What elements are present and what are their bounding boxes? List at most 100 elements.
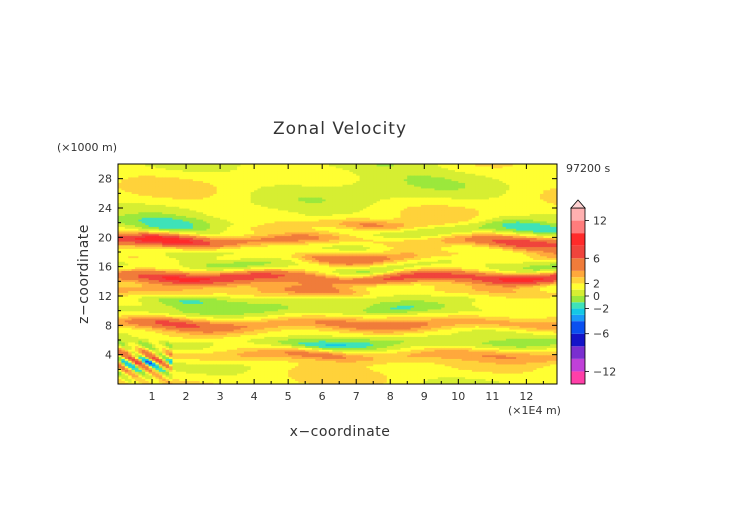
field-cell <box>155 330 160 334</box>
field-cell <box>148 352 153 356</box>
field-cell <box>158 308 163 312</box>
field-cell <box>162 343 167 347</box>
field-cell <box>131 200 136 204</box>
field-cell <box>138 319 143 323</box>
field-cell <box>121 356 126 359</box>
field-cell <box>121 285 126 288</box>
field-cell <box>121 180 126 183</box>
field-cell <box>141 213 146 216</box>
field-cell <box>128 235 133 238</box>
field-cell <box>141 290 146 293</box>
field-cell <box>155 363 160 367</box>
field-cell <box>148 340 153 343</box>
field-cell <box>124 305 129 308</box>
field-cell <box>138 373 143 376</box>
field-cell <box>124 209 129 213</box>
field-cell <box>148 374 153 378</box>
field-cell <box>152 231 157 235</box>
field-cell <box>124 217 129 220</box>
field-cell <box>155 303 160 306</box>
field-cell <box>162 220 167 224</box>
field-cell <box>155 321 160 325</box>
field-cell <box>141 325 146 328</box>
field-cell <box>131 288 136 292</box>
field-cell <box>124 314 129 317</box>
field-cell <box>162 294 167 297</box>
field-cell <box>155 343 160 347</box>
field-cell <box>124 363 129 367</box>
field-cell <box>131 358 136 361</box>
field-cell <box>145 307 150 310</box>
field-cell <box>145 275 150 279</box>
field-cell <box>148 165 153 169</box>
field-cell <box>155 226 160 229</box>
field-cell <box>152 296 157 299</box>
field-cell <box>152 169 157 172</box>
field-cell <box>145 239 150 242</box>
field-cell <box>155 257 160 260</box>
field-cell <box>124 169 129 172</box>
field-cell <box>128 175 133 178</box>
field-cell <box>118 354 123 358</box>
field-cell <box>148 189 153 193</box>
field-cell <box>118 378 123 381</box>
x-unit-label: (×1E4 m) <box>508 404 561 417</box>
field-cell <box>124 215 129 218</box>
field-cell <box>145 316 150 319</box>
field-cell <box>148 217 153 220</box>
field-cell <box>135 303 140 306</box>
field-cell <box>155 354 160 358</box>
field-cell <box>131 371 136 374</box>
field-cell <box>152 371 157 374</box>
field-cell <box>128 352 133 356</box>
field-cell <box>124 352 129 356</box>
field-cell <box>148 371 153 374</box>
field-cell <box>131 297 136 301</box>
field-cell <box>155 325 160 328</box>
field-cell <box>158 301 163 304</box>
field-cell <box>135 215 140 218</box>
field-cell <box>131 360 136 363</box>
field-cell <box>155 187 160 191</box>
field-cell <box>138 167 143 171</box>
field-cell <box>141 253 146 257</box>
field-cell <box>135 354 140 358</box>
field-cell <box>152 171 157 174</box>
field-cell <box>158 252 163 255</box>
field-cell <box>138 233 143 237</box>
field-cell <box>158 193 163 196</box>
field-cell <box>135 323 140 326</box>
field-cell <box>138 332 143 336</box>
field-cell <box>118 257 123 260</box>
field-cell <box>135 340 140 343</box>
field-cell <box>121 380 126 383</box>
field-cell <box>121 318 126 321</box>
field-cell <box>155 182 160 185</box>
field-cell <box>141 305 146 308</box>
field-cell <box>128 329 133 332</box>
field-cell <box>131 283 136 286</box>
field-cell <box>155 255 160 259</box>
field-cell <box>148 303 153 306</box>
field-cell <box>162 275 167 279</box>
field-cell <box>155 176 160 180</box>
field-cell <box>162 246 167 249</box>
field-cell <box>162 356 167 359</box>
field-cell <box>152 307 157 310</box>
field-cell <box>128 382 133 384</box>
field-cell <box>141 292 146 295</box>
field-cell <box>141 226 146 229</box>
field-cell <box>138 301 143 304</box>
field-cell <box>138 175 143 178</box>
field-cell <box>148 268 153 271</box>
field-cell <box>155 301 160 304</box>
field-cell <box>121 224 126 227</box>
field-cell <box>141 382 146 384</box>
field-cell <box>128 323 133 326</box>
field-cell <box>158 242 163 246</box>
field-cell <box>131 382 136 384</box>
field-cell <box>138 208 143 211</box>
field-cell <box>118 173 123 176</box>
field-cell <box>124 220 129 224</box>
field-cell <box>162 351 167 354</box>
